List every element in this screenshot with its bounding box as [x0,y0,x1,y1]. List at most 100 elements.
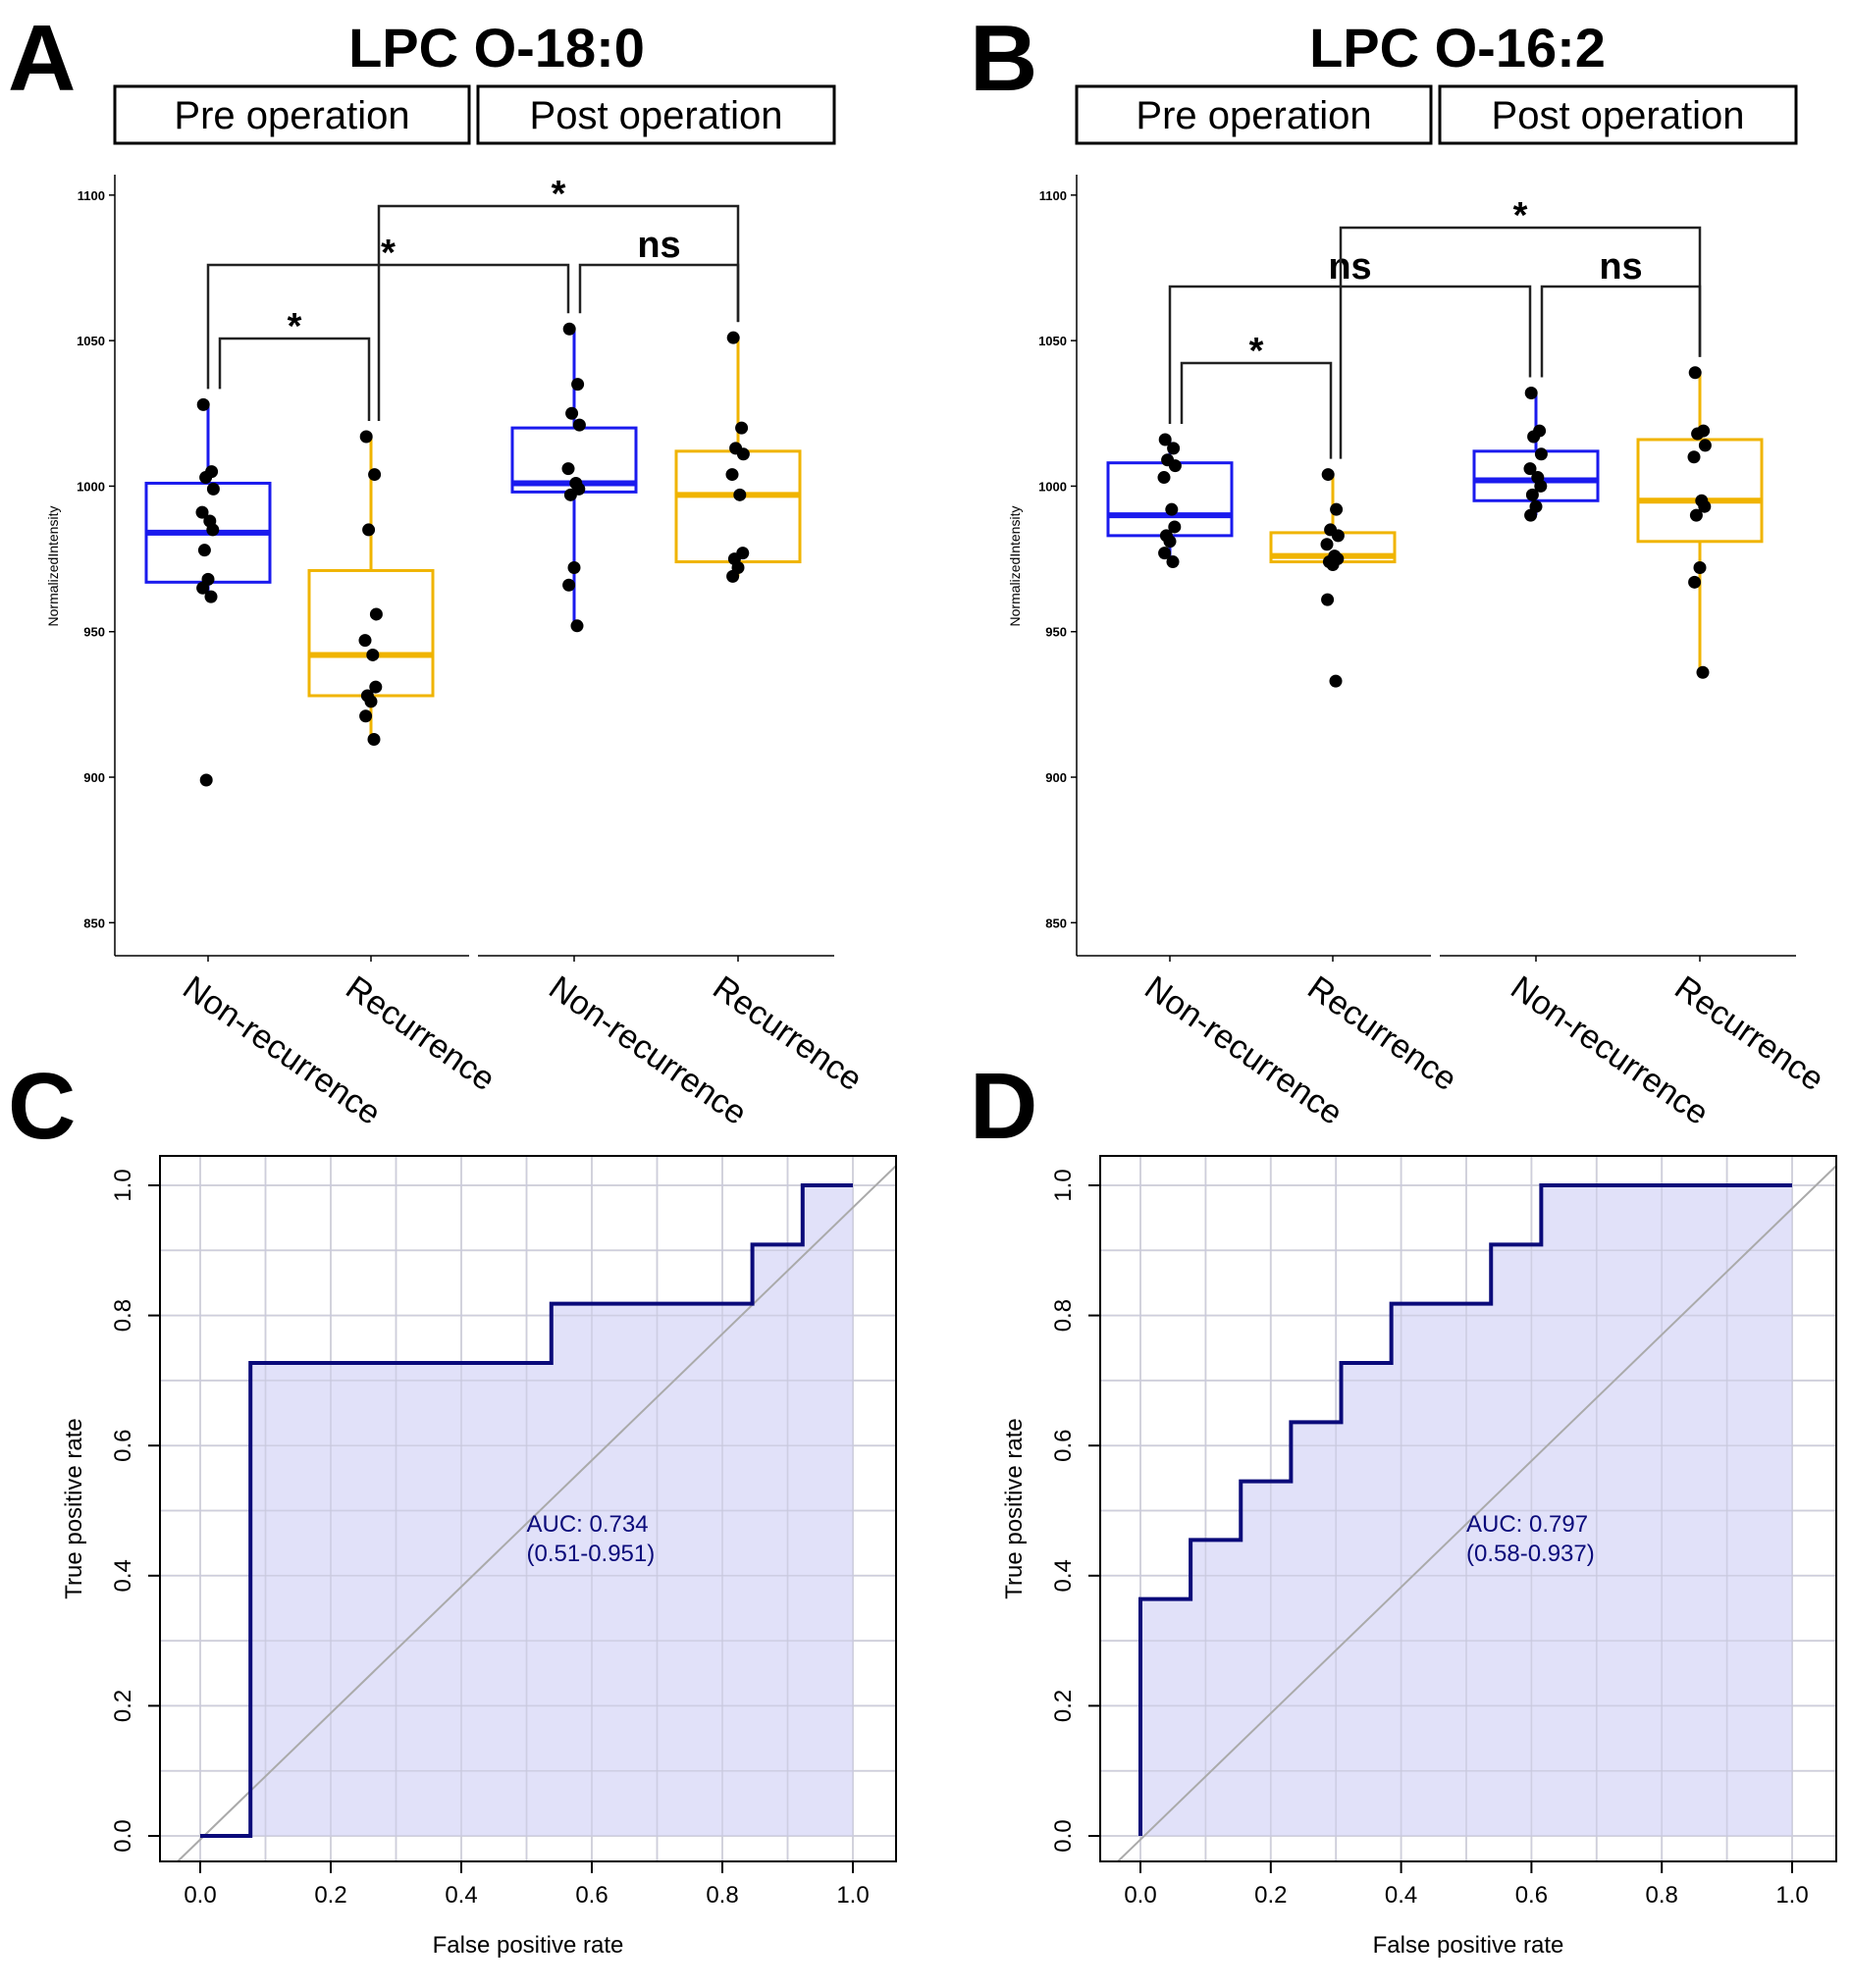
y-tick-label: 0.4 [1050,1559,1077,1592]
data-point [736,447,750,461]
y-tick-label: 1050 [1038,334,1067,348]
significance-bracket [1540,285,1702,378]
significance-label: ns [1328,246,1371,288]
data-point [1321,593,1335,606]
data-point [369,607,383,621]
data-point [1168,459,1182,473]
chart-title-a: LPC O-18:0 [348,17,645,78]
x-tick-label: 1.0 [836,1882,869,1909]
data-point [1330,502,1344,516]
y-tick-label: 1000 [77,479,105,494]
facet-strip-label: Pre operation [174,94,409,137]
data-point [1326,558,1340,572]
data-point [1687,450,1701,464]
data-point [369,680,383,694]
auc-annotation: AUC: 0.734 [527,1511,649,1538]
significance-label: * [381,233,396,274]
data-point [1320,538,1334,551]
y-tick-label: 0.2 [110,1690,136,1722]
significance-bracket [1180,361,1333,459]
data-point [561,462,575,476]
data-point [1534,447,1548,461]
x-axis-label: False positive rate [433,1932,624,1959]
y-tick-label: 850 [83,916,105,930]
data-point [1525,488,1539,501]
significance-label: ns [1599,246,1642,288]
data-point [572,418,586,432]
significance-bracket [377,204,740,422]
significance-bracket [578,263,740,323]
significance-label: * [1249,331,1264,372]
data-point [1329,674,1343,688]
data-point [362,523,376,537]
facet-strip-label: Post operation [530,94,783,137]
data-point [1163,535,1177,549]
significance-bracket [1339,226,1702,459]
x-tick-label: 1.0 [1775,1882,1808,1909]
data-point [1688,575,1702,589]
roc-curve [1138,1183,1792,1836]
significance-bracket [206,263,570,390]
y-tick-label: 950 [83,625,105,640]
data-point [733,488,747,501]
data-point [1331,529,1345,543]
data-point [1167,442,1181,455]
auc-annotation: AUC: 0.797 [1466,1511,1588,1538]
data-point [195,505,209,519]
data-point [1691,427,1705,441]
facet-strip-label: Post operation [1492,94,1745,137]
box-iqr [307,568,435,698]
data-point [1158,433,1172,446]
data-point [1157,471,1171,485]
data-point [364,695,378,708]
x-axis-label: False positive rate [1373,1932,1564,1959]
x-tick-label: 0.2 [314,1882,346,1909]
y-tick-label: 900 [83,770,105,785]
data-point [196,581,210,595]
facet-strip-label: Pre operation [1136,94,1371,137]
data-point [358,634,372,648]
data-point [1165,502,1179,516]
data-point [197,544,211,557]
x-tick-label: 0.6 [575,1882,608,1909]
y-tick-label: 0.6 [1050,1430,1077,1462]
y-tick-label: 1050 [77,334,105,348]
data-point [204,590,218,603]
data-point [1698,439,1712,452]
chance-diagonal [177,1165,897,1862]
data-point [359,709,373,723]
data-point [562,578,576,592]
y-tick-label: 0.2 [1050,1690,1077,1722]
data-point [206,482,220,496]
significance-label: * [552,174,566,215]
x-category-label: Recurrence [706,968,869,1098]
significance-label: * [288,306,302,347]
data-point [1689,508,1703,522]
y-tick-label: 1000 [1038,479,1067,494]
data-point [1158,547,1172,560]
data-point [199,471,213,485]
data-point [359,430,373,444]
data-point [367,732,381,746]
x-tick-label: 0.0 [184,1882,216,1909]
y-axis-label: NormalizedIntensity [45,506,61,627]
significance-bracket [1168,285,1532,424]
data-point [1168,520,1182,534]
boxplot-b: Pre operation Post operation 850 900 950 1000… [1007,84,1830,1132]
x-tick-label: 0.8 [1646,1882,1678,1909]
y-tick-label: 0.6 [110,1430,136,1462]
y-tick-label: 1100 [78,188,105,203]
roc-curve [200,1183,853,1838]
data-point [1321,468,1335,482]
data-point [1534,479,1548,493]
y-tick-label: 1.0 [110,1169,136,1201]
y-tick-label: 0.8 [110,1299,136,1332]
data-point [1688,366,1702,380]
plot-frame [159,1155,897,1862]
data-point [571,378,585,392]
plot-frame [1099,1155,1837,1862]
x-tick-label: 0.4 [445,1882,477,1909]
y-tick-label: 1.0 [1050,1169,1077,1201]
data-point [1523,462,1537,476]
roc-plot-c: 0.0 0.0 0.2 0.2 0.4 0.4 0.6 0.6 0.8 0.8 1.0 1.0 Fals… [61,1155,897,1959]
